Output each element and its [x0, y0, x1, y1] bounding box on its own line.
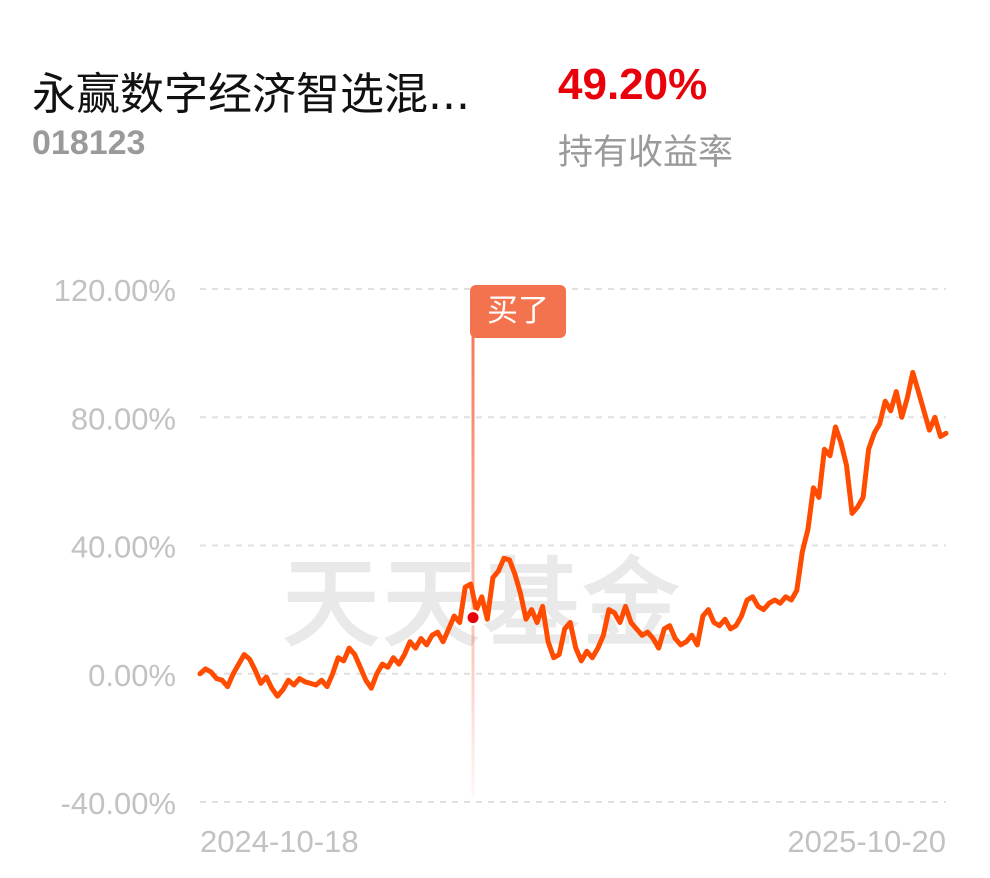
y-tick-label: 120.00%	[54, 273, 176, 308]
y-tick-label: 0.00%	[88, 658, 176, 693]
series-line	[197, 369, 949, 699]
x-tick-label: 2025-10-20	[787, 824, 946, 859]
x-tick-label: 2024-10-18	[200, 824, 359, 859]
y-tick-label: 80.00%	[71, 401, 176, 436]
y-axis-ticks: 120.00% 80.00% 40.00% 0.00% -40.00%	[54, 273, 176, 821]
y-tick-label: -40.00%	[61, 786, 176, 821]
fund-name: 永赢数字经济智选混...	[32, 69, 470, 120]
y-tick-label: 40.00%	[71, 530, 176, 565]
holding-return-label: 持有收益率	[558, 133, 734, 173]
holding-return-value: 49.20%	[558, 60, 708, 109]
series-layer	[197, 369, 949, 699]
grid-layer	[200, 288, 946, 803]
buy-annotation-tag: 买了	[470, 285, 566, 338]
buy-point-layer	[465, 609, 482, 626]
buy-point	[467, 612, 479, 624]
x-axis-ticks: 2024-10-18 2025-10-20	[200, 824, 946, 859]
buy-marker-group	[471, 336, 475, 798]
buy-marker-line	[471, 336, 475, 798]
fund-code: 018123	[32, 124, 146, 162]
